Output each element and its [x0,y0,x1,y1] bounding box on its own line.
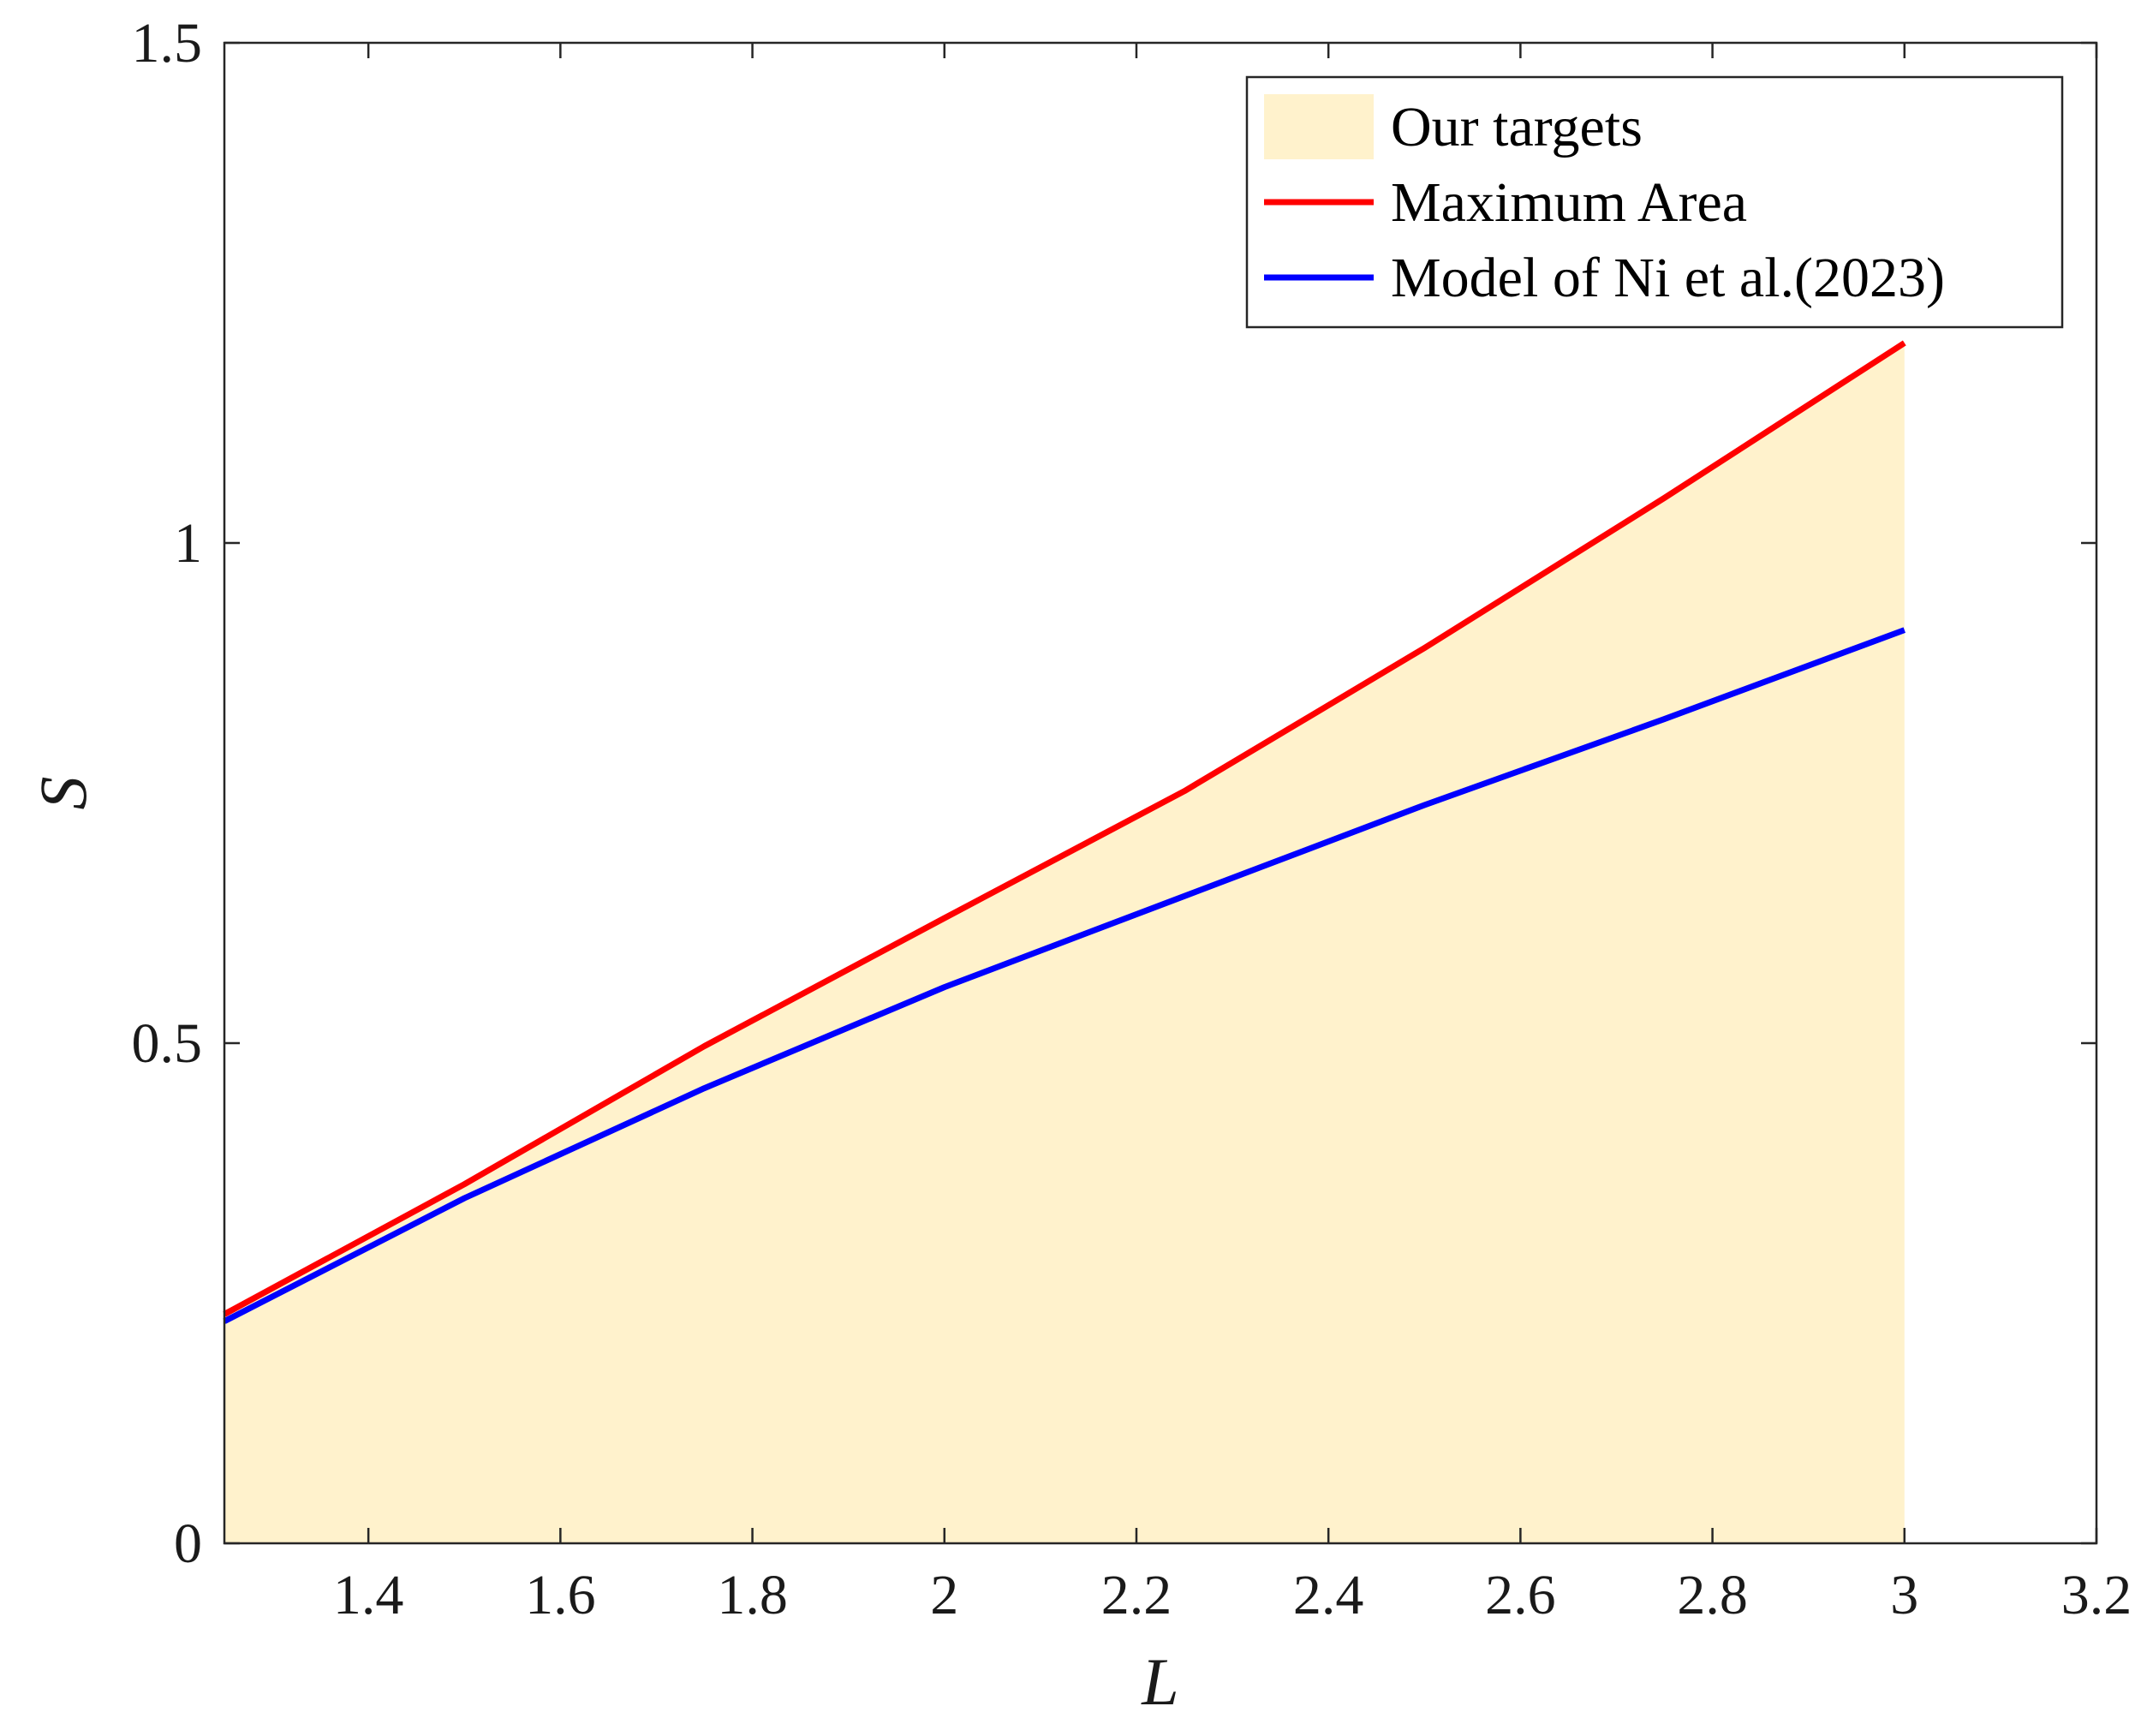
legend: Our targets Maximum Area Model of Ni et al… [1245,75,2064,329]
y-tick-label: 0.5 [132,1012,203,1075]
x-axis-label: L [1141,1644,1178,1719]
x-tick-label: 3.2 [2061,1564,2132,1626]
lines-layer [223,340,1906,1324]
y-tick-label: 0 [174,1512,202,1575]
legend-box [1245,75,2064,329]
legend-swatch-our-targets [1264,94,1374,159]
x-tick-label: 2.2 [1101,1564,1172,1626]
x-tick-label: 1.4 [333,1564,404,1626]
line-series-maximum-area [223,340,1906,1317]
y-tick-label: 1 [174,512,202,575]
x-tick-label: 2.4 [1293,1564,1364,1626]
x-tick-label: 3 [1890,1564,1918,1626]
x-tick-label: 2.6 [1485,1564,1556,1626]
legend-label: Our targets [1391,96,1643,158]
x-tick-label: 1.6 [525,1564,596,1626]
plot-frame [223,41,2098,1545]
line-series-ni-model [223,627,1906,1324]
axes-layer [223,41,2098,1545]
x-tick-label: 2 [930,1564,958,1626]
ticks-layer: 1.4 1.6 1.8 2 2.2 2.4 2.6 2.8 3 3.2 0 0.5 1 1.5 [132,12,2132,1626]
y-tick-label: 1.5 [132,12,203,75]
legend-label: Maximum Area [1391,171,1747,234]
x-tick-label: 2.8 [1677,1564,1748,1626]
x-tick-label: 1.8 [717,1564,788,1626]
legend-label: Model of Ni et al.(2023) [1391,247,1945,309]
y-axis-label: S [26,777,100,810]
